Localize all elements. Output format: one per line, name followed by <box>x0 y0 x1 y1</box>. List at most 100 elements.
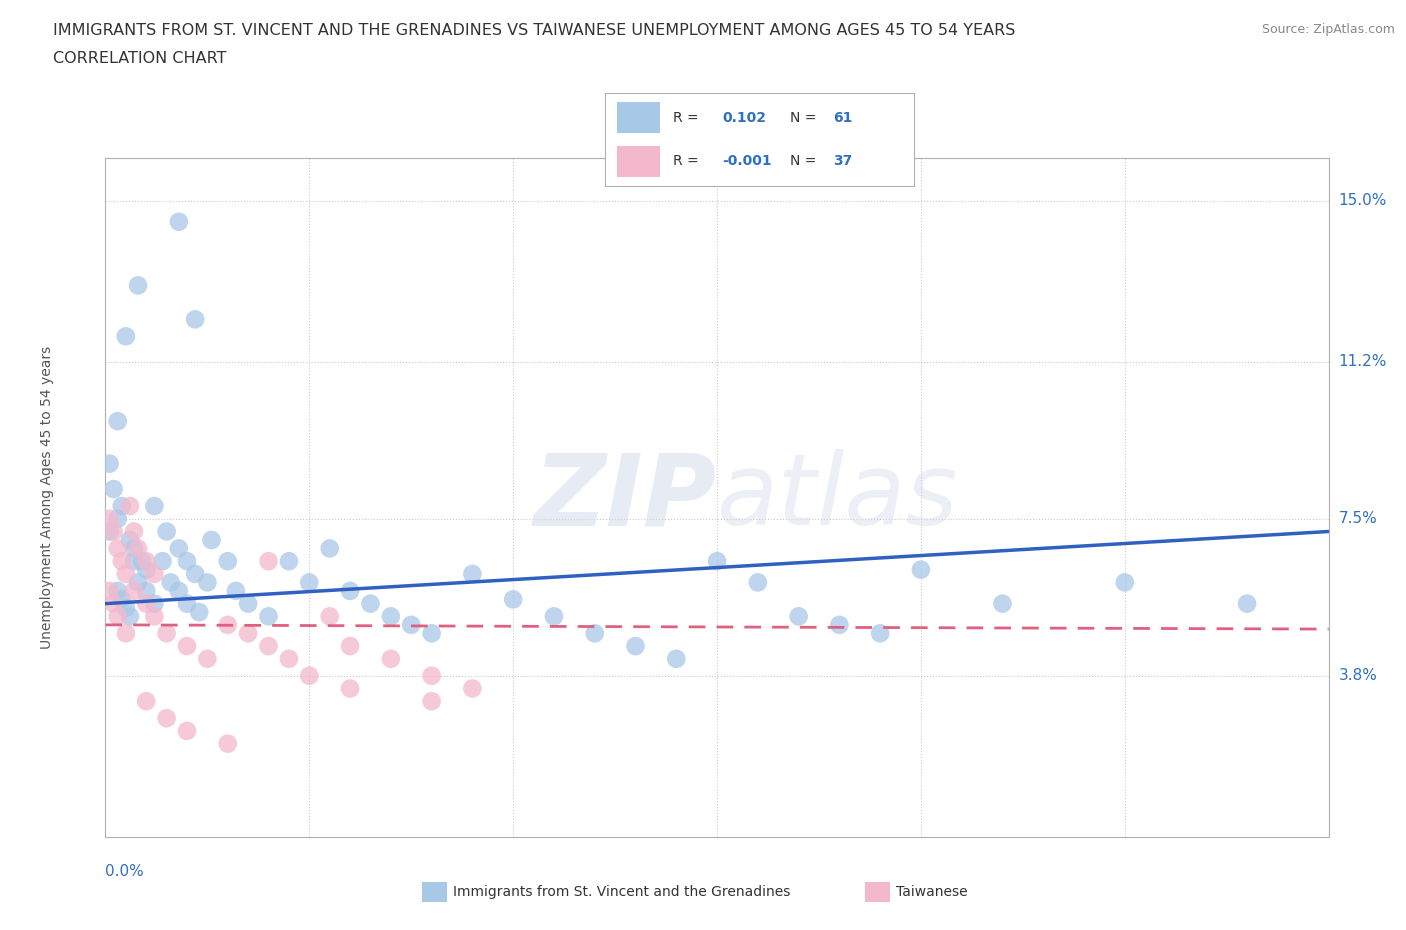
Point <box>236 626 259 641</box>
Point <box>115 626 138 641</box>
Text: Taiwanese: Taiwanese <box>896 884 967 899</box>
Text: R =: R = <box>672 111 703 126</box>
Text: 61: 61 <box>834 111 853 126</box>
Point <box>131 553 153 568</box>
Point <box>107 414 129 429</box>
Text: 15.0%: 15.0% <box>1339 193 1386 208</box>
Point <box>111 498 134 513</box>
Point <box>787 609 810 624</box>
Point <box>143 596 166 611</box>
Bar <box>617 102 661 133</box>
Point <box>98 525 121 539</box>
Point <box>188 604 211 619</box>
Text: ZIP: ZIP <box>534 449 717 546</box>
Point <box>461 681 484 696</box>
Point <box>869 626 891 641</box>
Point <box>420 626 443 641</box>
Point <box>910 563 932 578</box>
Text: Immigrants from St. Vincent and the Grenadines: Immigrants from St. Vincent and the Gren… <box>453 884 790 899</box>
Point <box>298 575 321 590</box>
Point <box>217 737 239 751</box>
Point <box>380 609 402 624</box>
Point <box>118 533 141 548</box>
Point <box>155 711 177 725</box>
Text: N =: N = <box>790 111 821 126</box>
Point <box>143 498 166 513</box>
Point <box>184 566 207 581</box>
Point <box>98 457 121 472</box>
Point <box>122 583 145 598</box>
Point <box>257 639 280 654</box>
Point <box>225 583 247 598</box>
Point <box>98 512 121 526</box>
Point <box>1114 575 1136 590</box>
Point <box>155 525 177 539</box>
Point <box>991 596 1014 611</box>
Point <box>543 609 565 624</box>
Text: 7.5%: 7.5% <box>1339 512 1378 526</box>
Point <box>167 583 190 598</box>
Point <box>665 651 688 666</box>
Point <box>257 553 280 568</box>
Text: 0.102: 0.102 <box>723 111 766 126</box>
Point <box>176 596 198 611</box>
Text: 11.2%: 11.2% <box>1339 354 1386 369</box>
Point <box>195 651 219 666</box>
Point <box>118 609 141 624</box>
Point <box>217 553 239 568</box>
Point <box>217 618 239 632</box>
Point <box>98 583 121 598</box>
Point <box>399 618 422 632</box>
Text: 37: 37 <box>834 153 852 168</box>
Point <box>115 329 138 344</box>
Point <box>706 553 728 568</box>
Point <box>176 724 198 738</box>
Point <box>159 575 181 590</box>
Point <box>103 596 125 611</box>
Point <box>115 601 138 616</box>
Point <box>1236 596 1258 611</box>
Point <box>135 553 157 568</box>
Point <box>277 553 299 568</box>
Text: -0.001: -0.001 <box>723 153 772 168</box>
Point <box>200 533 222 548</box>
Text: N =: N = <box>790 153 821 168</box>
Point <box>135 583 157 598</box>
Point <box>107 583 129 598</box>
Point <box>502 592 524 607</box>
Text: atlas: atlas <box>717 449 959 546</box>
Point <box>135 596 157 611</box>
Point <box>339 583 361 598</box>
Point <box>184 312 207 326</box>
Text: CORRELATION CHART: CORRELATION CHART <box>53 51 226 66</box>
Point <box>127 541 149 556</box>
Text: Unemployment Among Ages 45 to 54 years: Unemployment Among Ages 45 to 54 years <box>39 346 53 649</box>
Point <box>103 525 125 539</box>
Text: Source: ZipAtlas.com: Source: ZipAtlas.com <box>1261 23 1395 36</box>
Point <box>152 553 174 568</box>
Point <box>167 214 190 229</box>
Text: 3.8%: 3.8% <box>1339 669 1378 684</box>
Point <box>111 592 134 607</box>
Point <box>155 626 177 641</box>
Point <box>624 639 647 654</box>
Point <box>118 498 141 513</box>
Point <box>167 541 190 556</box>
Point <box>318 609 340 624</box>
Point <box>143 566 166 581</box>
Point <box>277 651 299 666</box>
Point <box>103 482 125 497</box>
Point <box>127 278 149 293</box>
Point <box>828 618 851 632</box>
Point <box>127 575 149 590</box>
Point <box>339 681 361 696</box>
Point <box>380 651 402 666</box>
Point <box>115 566 138 581</box>
Text: IMMIGRANTS FROM ST. VINCENT AND THE GRENADINES VS TAIWANESE UNEMPLOYMENT AMONG A: IMMIGRANTS FROM ST. VINCENT AND THE GREN… <box>53 23 1015 38</box>
Point <box>195 575 219 590</box>
Point <box>339 639 361 654</box>
Point <box>107 609 129 624</box>
Point <box>111 553 134 568</box>
Text: R =: R = <box>672 153 703 168</box>
Point <box>135 563 157 578</box>
